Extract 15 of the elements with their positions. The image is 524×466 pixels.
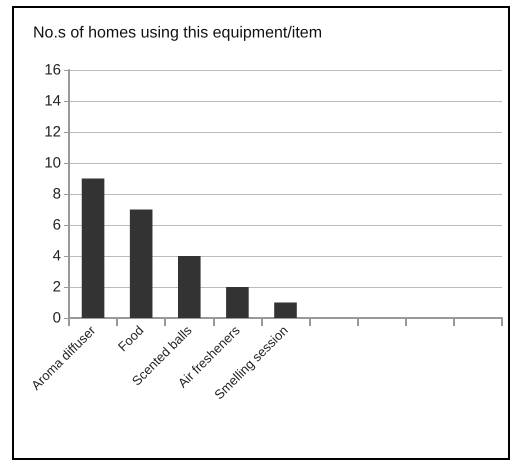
bar [130,210,152,318]
y-tick-label: 12 [44,124,61,140]
y-tick-label: 6 [52,216,61,234]
y-tick-label: 2 [52,278,61,296]
bar [226,287,249,318]
chart-title: No.s of homes using this equipment/item [33,24,322,42]
y-tick-label: 14 [44,92,61,110]
y-tick-label: 0 [52,310,61,326]
y-tick-label: 4 [52,248,61,264]
bar [274,302,297,318]
bar [178,256,201,318]
y-tick-label: 10 [44,154,61,172]
y-tick-label: 8 [52,186,61,202]
y-tick-label: 16 [44,62,61,78]
bar [82,178,104,318]
